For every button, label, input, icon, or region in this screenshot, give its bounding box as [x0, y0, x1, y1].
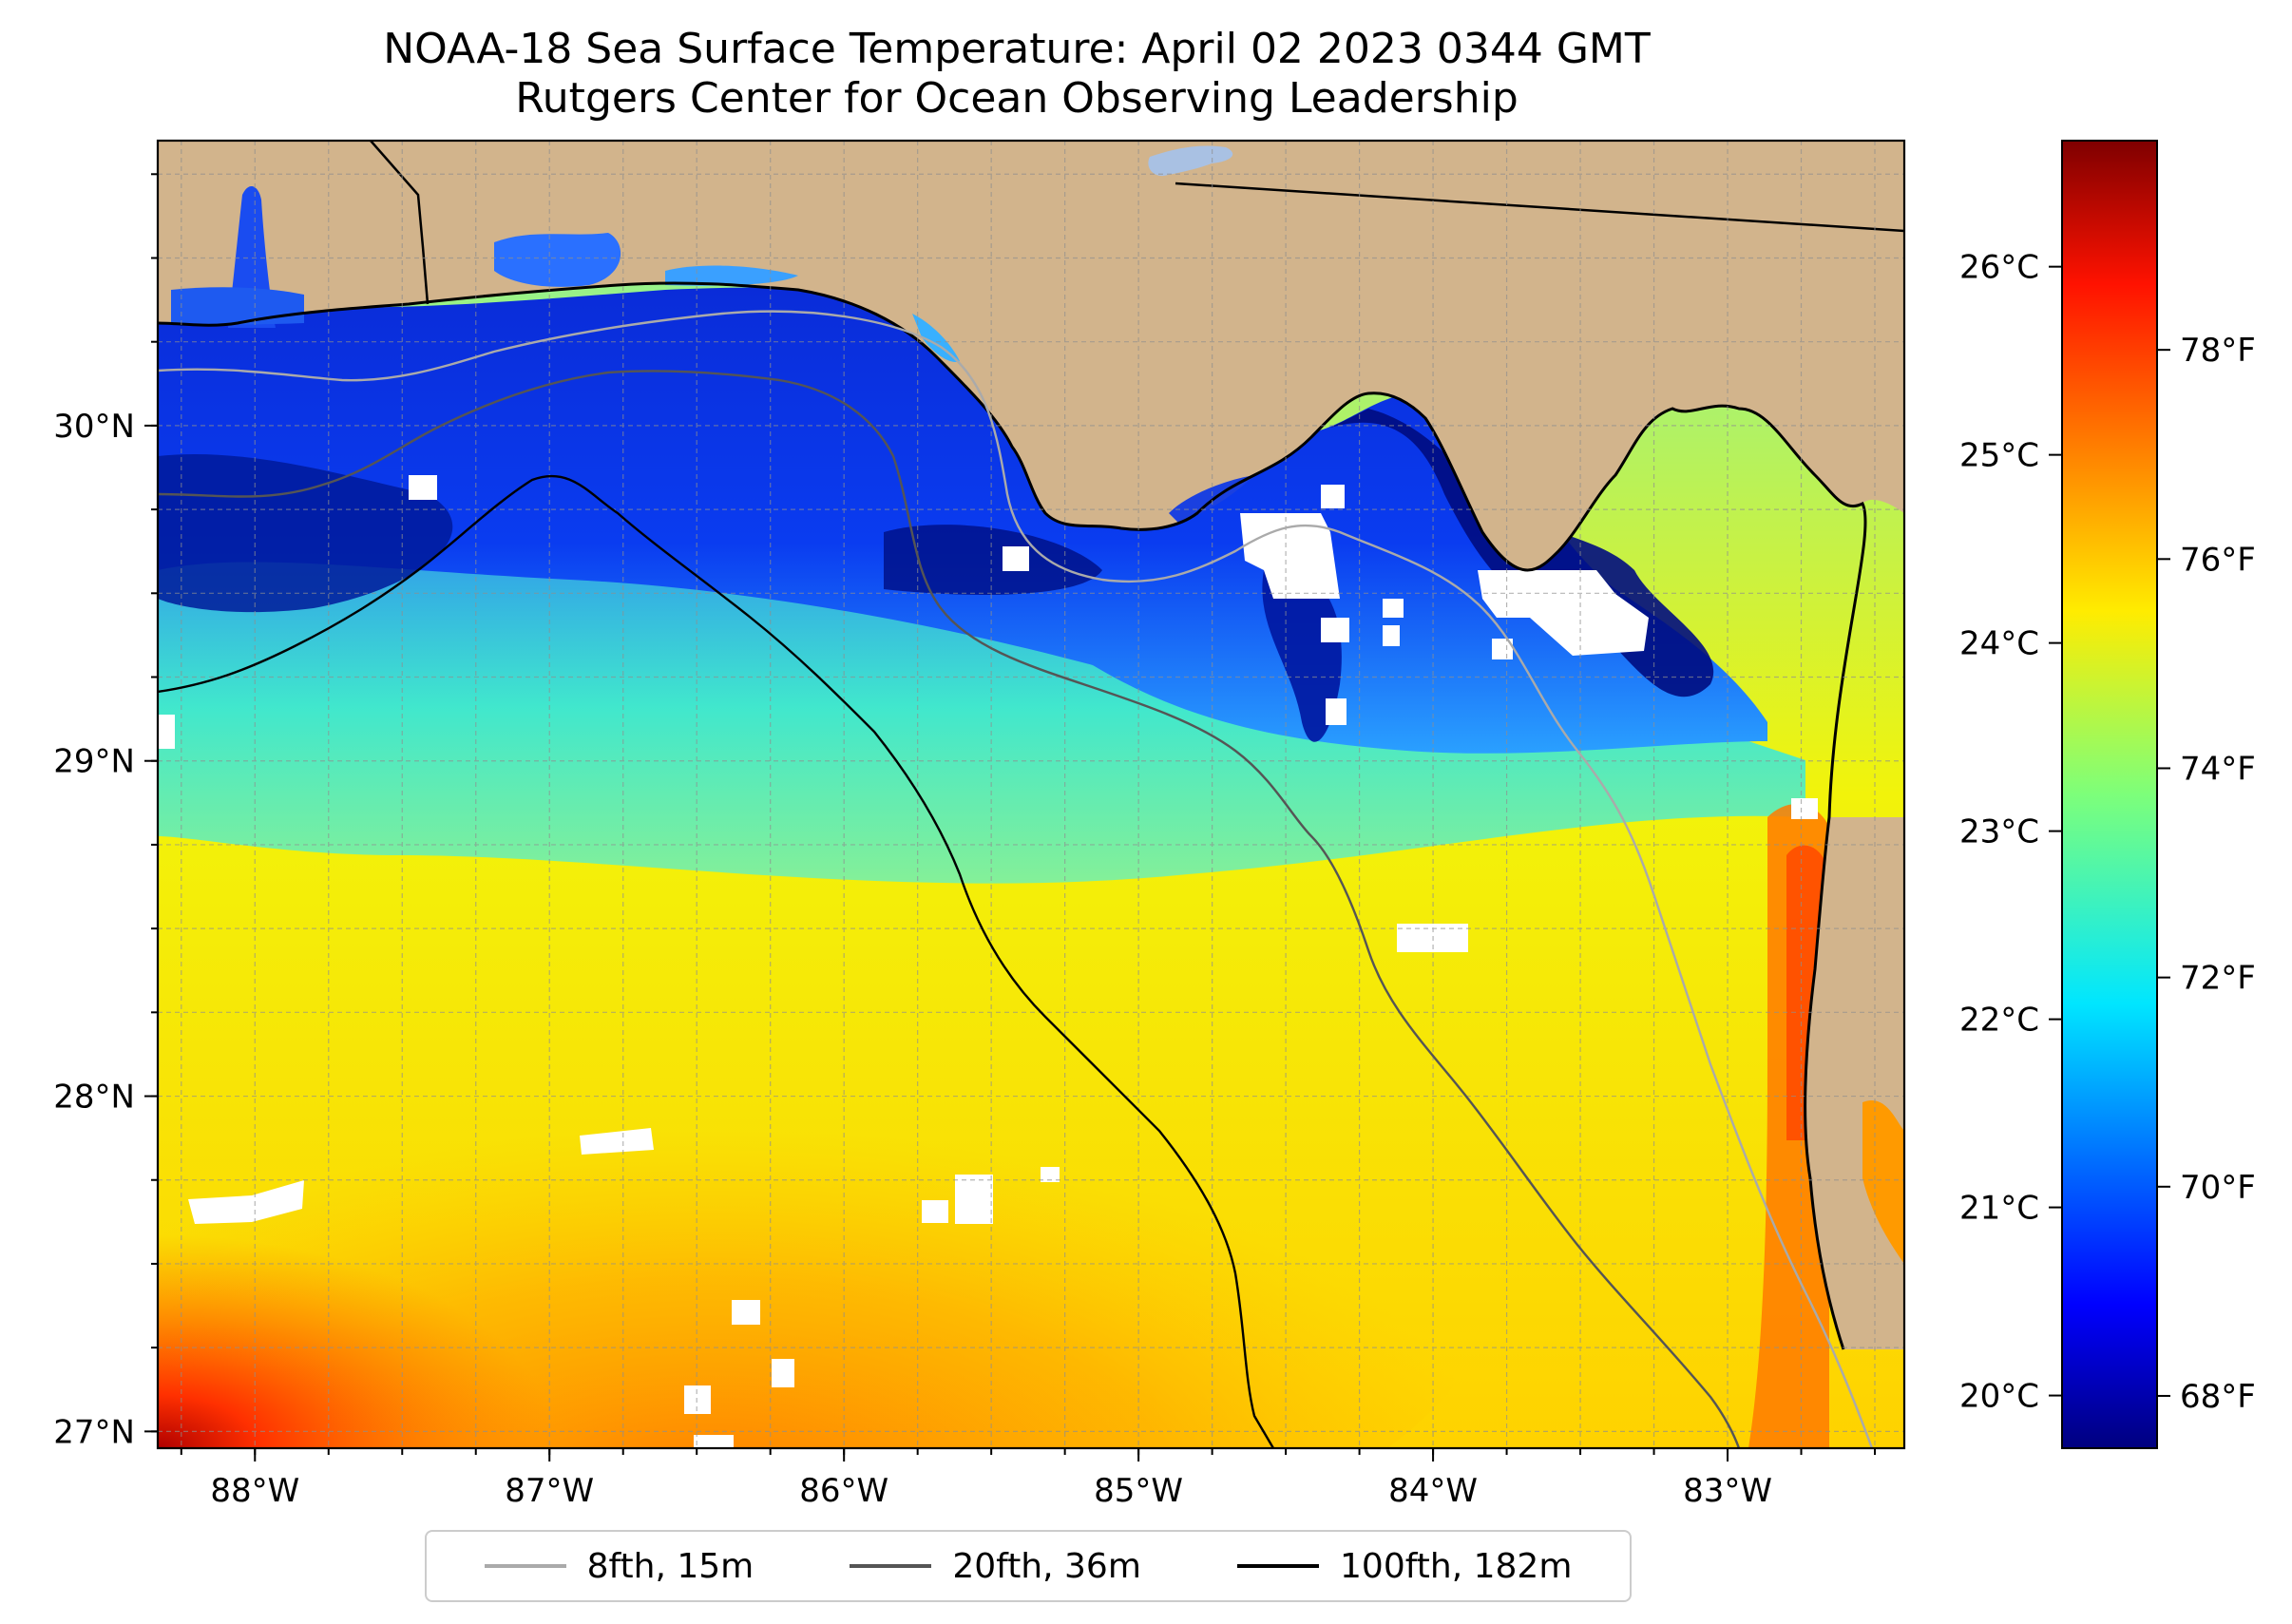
fahrenheit-tick-label: 74°F	[2180, 750, 2256, 788]
legend-line-8fth	[484, 1564, 566, 1568]
colorbar: 20°C 21°C 22°C 23°C 24°C 25°C 26°C 68°F 70°F 72°…	[1959, 140, 2256, 1449]
lat-tick-label: 27°N	[53, 1413, 135, 1451]
cloud-mask-patch	[1492, 639, 1513, 659]
colorbar-fahrenheit-labels: 68°F 70°F 72°F 74°F 76°F 78°F	[2180, 332, 2256, 1416]
coastline	[158, 281, 1867, 1350]
cold-nearshore-water	[158, 285, 1767, 754]
transition-water-band	[158, 532, 1805, 884]
cloud-mask-patch	[580, 1128, 654, 1155]
celsius-tick-label: 23°C	[1959, 813, 2039, 851]
cloud-mask-patch	[732, 1300, 760, 1325]
lon-tick-label: 85°W	[1094, 1472, 1183, 1510]
legend-line-100fth	[1237, 1564, 1320, 1568]
colorbar-scale	[2061, 140, 2158, 1449]
lat-tick-label: 30°N	[53, 408, 135, 446]
celsius-tick-label: 24°C	[1959, 625, 2039, 663]
dark-cold-patch	[884, 525, 1102, 595]
fahrenheit-tick-label: 72°F	[2180, 960, 2256, 998]
axis-ticks	[144, 173, 1877, 1462]
legend-item-100fth: 100fth, 182m	[1237, 1547, 1572, 1586]
legend-item-8fth: 8fth, 15m	[484, 1546, 754, 1586]
cloud-mask-patch	[409, 475, 437, 500]
lake	[1148, 145, 1233, 177]
legend-label-100fth: 100fth, 182m	[1340, 1546, 1573, 1586]
cloud-mask-patch	[955, 1175, 993, 1224]
cloud-mask-patch	[1791, 798, 1818, 819]
lat-tick-label: 29°N	[53, 743, 135, 781]
cloud-mask-patch	[922, 1200, 948, 1223]
lat-tick-label: 28°N	[53, 1079, 135, 1117]
lon-tick-label: 84°W	[1388, 1472, 1478, 1510]
cloud-mask-patch	[694, 1435, 734, 1448]
figure-title: NOAA-18 Sea Surface Temperature: April 0…	[0, 25, 2034, 124]
dark-cold-patch	[1262, 568, 1342, 742]
cloud-mask-patch	[158, 715, 175, 749]
lon-tick-label: 86°W	[799, 1472, 888, 1510]
legend-line-20fth	[850, 1564, 932, 1568]
legend-label-8fth: 8fth, 15m	[586, 1546, 754, 1586]
title-line-2: Rutgers Center for Ocean Observing Leade…	[515, 74, 1518, 123]
fahrenheit-tick-label: 76°F	[2180, 541, 2256, 579]
colorbar-celsius-labels: 20°C 21°C 22°C 23°C 24°C 25°C 26°C	[1959, 249, 2039, 1416]
legend-item-20fth: 20fth, 36m	[850, 1547, 1141, 1586]
fahrenheit-tick-label: 78°F	[2180, 332, 2256, 370]
cloud-mask-patch	[1478, 570, 1649, 656]
cloud-mask-patch	[1003, 546, 1029, 571]
cloud-mask-patch	[1383, 625, 1400, 646]
cloud-mask-patch	[1321, 485, 1345, 508]
lon-tick-labels: 88°W 87°W 86°W 85°W 84°W 83°W	[210, 1472, 1772, 1510]
pensacola-bay	[494, 233, 621, 287]
cloud-mask-patch	[1326, 698, 1347, 725]
isobath-8fth-15m	[158, 310, 1874, 1448]
mississippi-sound	[171, 287, 304, 325]
cloud-mask-patch	[684, 1385, 711, 1414]
colorbar-ticks	[2049, 265, 2170, 1397]
map-frame	[156, 139, 1906, 1450]
celsius-tick-label: 20°C	[1959, 1378, 2039, 1416]
celsius-tick-label: 21°C	[1959, 1190, 2039, 1228]
cloud-mask-patch	[188, 1180, 304, 1224]
fahrenheit-tick-label: 70°F	[2180, 1169, 2256, 1207]
dark-cold-patch	[158, 454, 453, 613]
fahrenheit-tick-label: 68°F	[2180, 1378, 2256, 1416]
celsius-tick-label: 22°C	[1959, 1002, 2039, 1040]
tampa-bay	[1862, 1099, 1904, 1264]
lon-tick-label: 87°W	[505, 1472, 594, 1510]
state-boundary-al-fl	[370, 141, 430, 305]
choctawhatchee-bay	[665, 265, 798, 286]
isobath-100fth-182m	[158, 474, 1275, 1448]
isobath-legend: 8fth, 15m 20fth, 36m 100fth, 182m	[425, 1530, 1632, 1602]
st-andrews-bay	[912, 314, 960, 362]
cloud-mask-patch	[1383, 599, 1404, 618]
lat-tick-labels: 27°N 28°N 29°N 30°N	[53, 408, 135, 1451]
legend-label-20fth: 20fth, 36m	[952, 1546, 1141, 1586]
state-boundary-ga-fl	[1175, 182, 1904, 233]
lon-tick-label: 83°W	[1683, 1472, 1772, 1510]
cloud-mask-patch	[1321, 618, 1349, 642]
title-line-1: NOAA-18 Sea Surface Temperature: April 0…	[383, 25, 1651, 73]
warmest-corner	[158, 1093, 823, 1448]
celsius-tick-label: 26°C	[1959, 249, 2039, 287]
map-panel	[158, 141, 1904, 1448]
cloud-mask-patch	[1041, 1167, 1060, 1182]
cloud-mask-patch	[772, 1359, 794, 1387]
lon-tick-label: 88°W	[210, 1472, 299, 1510]
celsius-tick-label: 25°C	[1959, 437, 2039, 475]
isobath-20fth-36m	[158, 370, 1741, 1448]
